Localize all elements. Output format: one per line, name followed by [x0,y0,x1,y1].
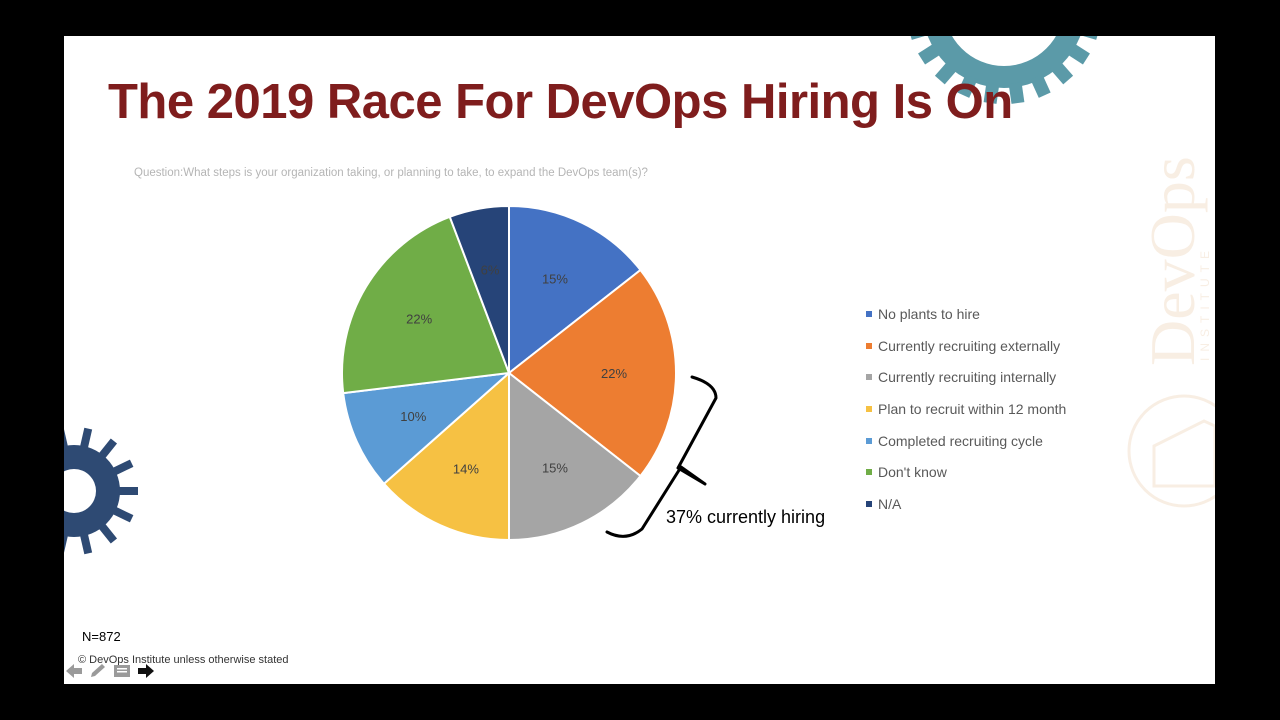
survey-question: Question:What steps is your organization… [134,167,648,179]
slide: DevOps INSTITUTE The 2019 Race For DevOp… [64,36,1215,684]
svg-text:DevOps: DevOps [1137,156,1208,366]
pie-slice [507,268,677,478]
svg-text:INSTITUTE: INSTITUTE [1198,245,1212,361]
back-arrow-icon[interactable] [64,663,84,679]
slice-label: 14% [453,462,479,477]
legend-swatch [866,342,872,349]
legend-item: No plants to hire [866,298,1066,330]
legend-label: Currently recruiting externally [878,337,1061,354]
hiring-annotation: 37% currently hiring [666,507,826,527]
legend-label: Plan to recruit within 12 month [878,400,1067,417]
pie-slice [341,215,511,395]
slice-label: 15% [542,460,568,475]
legend-item: Currently recruiting externally [866,330,1066,362]
legend-item: Don't know [866,456,1066,488]
legend-item: N/A [866,488,1066,520]
legend-item: Currently recruiting internally [866,361,1066,393]
decoration-layer: DevOps INSTITUTE [64,36,1215,555]
pie-slice [342,371,513,486]
legend-label: Currently recruiting internally [878,369,1057,386]
hiring-bracket [605,375,718,538]
teal-gear-icon [908,36,1100,104]
legend-label: N/A [878,495,902,512]
slice-label: 6% [481,263,500,278]
legend-swatch [866,374,872,381]
slice-label: 10% [400,409,426,424]
sample-size: N=872 [82,629,121,644]
legend-item: Plan to recruit within 12 month [866,393,1066,425]
legend-label: Don't know [878,464,947,481]
slice-label: 15% [542,272,568,287]
pie-slice [382,370,510,542]
legend-item: Completed recruiting cycle [866,425,1066,457]
legend-swatch [866,469,872,476]
slice-label: 22% [601,366,627,381]
slide-toolbar [64,663,156,679]
legend-label: No plants to hire [878,305,980,322]
watermark-logo: DevOps INSTITUTE [1127,156,1215,508]
pie-chart: 15% 22% 15% 14% 10% 22% 6% [341,204,718,542]
legend-swatch [866,500,872,507]
pointer-icon[interactable] [136,663,156,679]
slice-label: 22% [406,312,432,327]
menu-icon[interactable] [112,663,132,679]
pie-slice [508,204,642,376]
legend-swatch [866,405,872,412]
pie-slice [508,370,642,542]
copyright-footer: © DevOps Institute unless otherwise stat… [78,654,289,666]
legend-label: Completed recruiting cycle [878,432,1043,449]
pen-icon[interactable] [88,663,108,679]
navy-gear-icon [64,427,138,555]
legend-swatch [866,437,872,444]
chart-legend: No plants to hire Currently recruiting ex… [866,298,1066,520]
legend-swatch [866,310,872,317]
page-title: The 2019 Race For DevOps Hiring Is On [108,75,1013,129]
pie-slice [448,204,510,374]
